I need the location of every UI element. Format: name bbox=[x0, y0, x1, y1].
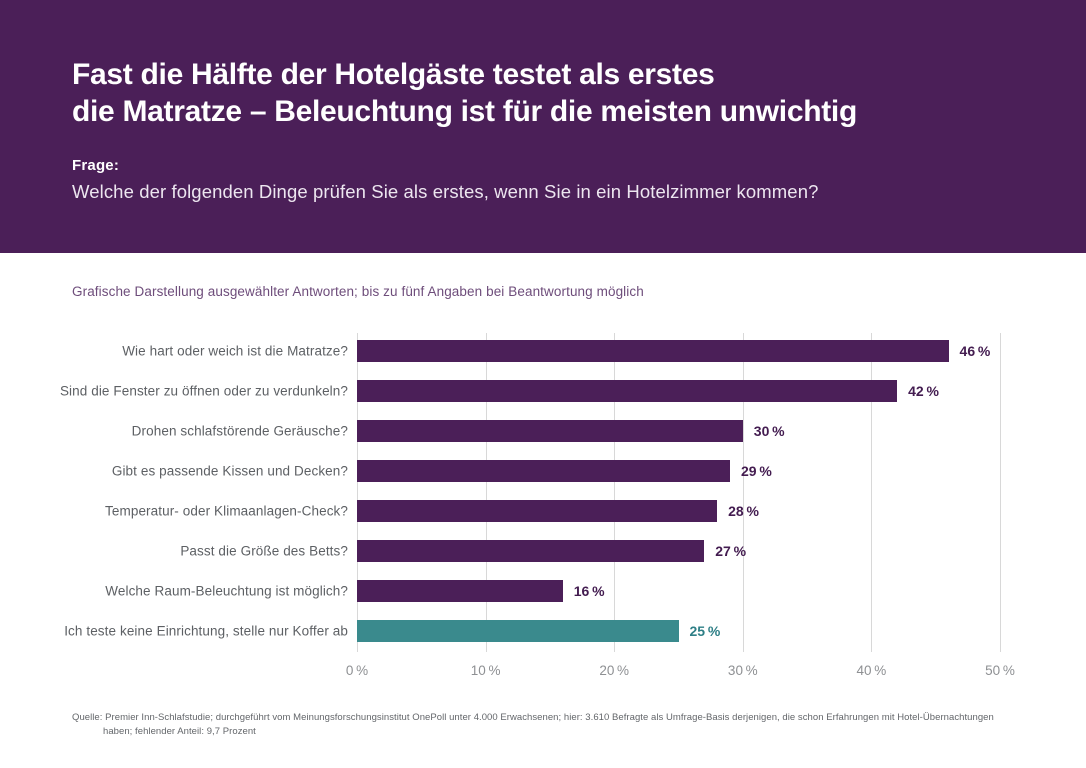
category-label: Ich teste keine Einrichtung, stelle nur … bbox=[64, 623, 348, 639]
x-axis-tick-label: 50 % bbox=[985, 663, 1015, 678]
x-gridline bbox=[742, 333, 744, 652]
x-axis-tick-label: 10 % bbox=[470, 663, 501, 678]
source-note: Quelle: Premier Inn-Schlafstudie; durchg… bbox=[72, 711, 994, 739]
chart-bar bbox=[357, 540, 705, 562]
x-gridline bbox=[485, 333, 487, 652]
chart-bar bbox=[357, 620, 679, 642]
page-title-line-1: Fast die Hälfte der Hotelgäste testet al… bbox=[72, 58, 715, 91]
x-axis-tick-label: 30 % bbox=[727, 663, 758, 678]
chart-bar bbox=[357, 420, 743, 442]
page-title-line-2: die Matratze – Beleuchtung ist für die m… bbox=[72, 95, 857, 128]
x-gridline bbox=[871, 333, 873, 652]
value-label: 25 % bbox=[689, 623, 721, 639]
value-label: 29 % bbox=[740, 463, 772, 479]
header-banner: Fast die Hälfte der Hotelgäste testet al… bbox=[0, 0, 1086, 253]
value-label: 28 % bbox=[728, 503, 759, 519]
source-note-line-1: Quelle: Premier Inn-Schlafstudie; durchg… bbox=[72, 712, 994, 723]
category-label: Passt die Größe des Betts? bbox=[180, 543, 348, 559]
x-axis-tick-label: 20 % bbox=[599, 663, 630, 678]
value-label: 27 % bbox=[715, 543, 747, 559]
category-label: Drohen schlafstörende Geräusche? bbox=[131, 423, 348, 439]
x-axis-tick-label: 40 % bbox=[856, 663, 887, 678]
question-label: Frage: bbox=[72, 157, 120, 174]
chart-bar bbox=[357, 580, 563, 602]
chart-bar bbox=[357, 340, 949, 362]
chart-bar bbox=[357, 460, 730, 482]
x-gridline bbox=[357, 333, 358, 652]
value-label: 30 % bbox=[753, 423, 785, 439]
page-title: Fast die Hälfte der Hotelgäste testet al… bbox=[72, 56, 857, 130]
question-text: Welche der folgenden Dinge prüfen Sie al… bbox=[72, 181, 819, 202]
value-label: 46 % bbox=[959, 343, 991, 359]
category-label: Gibt es passende Kissen und Decken? bbox=[111, 463, 348, 479]
source-note-line-2: haben; fehlender Anteil: 9,7 Prozent bbox=[103, 726, 256, 737]
value-label: 16 % bbox=[573, 583, 605, 599]
x-gridline bbox=[614, 333, 616, 652]
x-axis-tick-label: 0 % bbox=[345, 663, 369, 678]
category-label: Temperatur- oder Klimaanlagen-Check? bbox=[105, 503, 348, 519]
chart-subtitle: Grafische Darstellung ausgewählter Antwo… bbox=[72, 284, 644, 299]
category-label: Sind die Fenster zu öffnen oder zu verdu… bbox=[59, 383, 348, 399]
value-label: 42 % bbox=[908, 383, 939, 399]
category-label: Wie hart oder weich ist die Matratze? bbox=[122, 343, 348, 359]
chart-bar bbox=[357, 380, 898, 402]
x-gridline bbox=[1000, 333, 1001, 652]
chart-bar bbox=[357, 500, 718, 522]
category-label: Welche Raum-Beleuchtung ist möglich? bbox=[105, 583, 348, 599]
